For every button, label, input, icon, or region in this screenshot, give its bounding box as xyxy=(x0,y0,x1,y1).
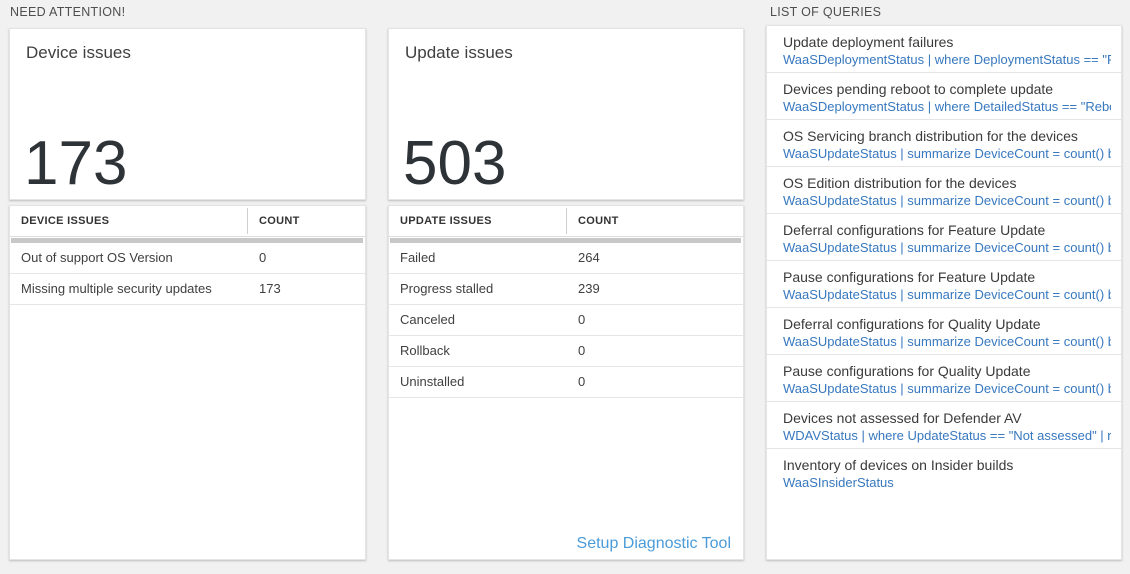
table-row[interactable]: Progress stalled 239 xyxy=(389,274,743,305)
query-item[interactable]: OS Servicing branch distribution for the… xyxy=(767,120,1121,167)
query-item[interactable]: Deferral configurations for Quality Upda… xyxy=(767,308,1121,355)
row-label: Out of support OS Version xyxy=(21,250,173,265)
query-title: Deferral configurations for Quality Upda… xyxy=(783,316,1041,332)
query-item[interactable]: Update deployment failures WaaSDeploymen… xyxy=(767,26,1121,73)
table-header-row: DEVICE ISSUES COUNT xyxy=(10,206,365,237)
table-row[interactable]: Failed 264 xyxy=(389,243,743,274)
table-row[interactable]: Uninstalled 0 xyxy=(389,367,743,398)
query-item[interactable]: Devices not assessed for Defender AV WDA… xyxy=(767,402,1121,449)
tile-title: Update issues xyxy=(405,43,513,62)
row-count: 264 xyxy=(578,250,600,265)
table-header-row: UPDATE ISSUES COUNT xyxy=(389,206,743,237)
query-text-link[interactable]: WaaSUpdateStatus | summarize DeviceCount… xyxy=(783,240,1111,255)
query-text-link[interactable]: WaaSUpdateStatus | summarize DeviceCount… xyxy=(783,287,1111,302)
row-count: 239 xyxy=(578,281,600,296)
table-row[interactable]: Canceled 0 xyxy=(389,305,743,336)
query-item[interactable]: Pause configurations for Quality Update … xyxy=(767,355,1121,402)
query-item[interactable]: Inventory of devices on Insider builds W… xyxy=(767,449,1121,496)
need-attention-heading: NEED ATTENTION! xyxy=(10,5,126,19)
query-title: Devices not assessed for Defender AV xyxy=(783,410,1022,426)
setup-diagnostic-tool-link[interactable]: Setup Diagnostic Tool xyxy=(576,535,731,552)
queries-panel: Update deployment failures WaaSDeploymen… xyxy=(766,25,1122,560)
horizontal-scrollbar[interactable] xyxy=(11,238,363,243)
query-item[interactable]: OS Edition distribution for the devices … xyxy=(767,167,1121,214)
table-row[interactable]: Rollback 0 xyxy=(389,336,743,367)
query-title: Inventory of devices on Insider builds xyxy=(783,457,1014,473)
query-item[interactable]: Pause configurations for Feature Update … xyxy=(767,261,1121,308)
row-label: Uninstalled xyxy=(400,374,465,389)
query-text-link[interactable]: WaaSUpdateStatus | summarize DeviceCount… xyxy=(783,146,1111,161)
query-text-link[interactable]: WaaSUpdateStatus | summarize DeviceCount… xyxy=(783,193,1111,208)
row-label: Canceled xyxy=(400,312,455,327)
column-header-device-issues: DEVICE ISSUES xyxy=(21,215,110,227)
row-count: 0 xyxy=(578,374,586,389)
update-issues-table: UPDATE ISSUES COUNT Failed 264 Progress … xyxy=(388,205,744,560)
table-row[interactable]: Out of support OS Version 0 xyxy=(10,243,365,274)
query-title: Pause configurations for Feature Update xyxy=(783,269,1036,285)
row-count: 0 xyxy=(578,343,586,358)
query-title: Deferral configurations for Feature Upda… xyxy=(783,222,1046,238)
table-row[interactable]: Missing multiple security updates 173 xyxy=(10,274,365,305)
list-of-queries-heading: LIST OF QUERIES xyxy=(770,5,882,19)
column-divider xyxy=(566,208,567,234)
row-label: Rollback xyxy=(400,343,450,358)
device-issues-table: DEVICE ISSUES COUNT Out of support OS Ve… xyxy=(9,205,366,560)
row-label: Missing multiple security updates xyxy=(21,281,212,296)
query-text-link[interactable]: WaaSUpdateStatus | summarize DeviceCount… xyxy=(783,334,1111,349)
query-title: OS Edition distribution for the devices xyxy=(783,175,1017,191)
query-title: Devices pending reboot to complete updat… xyxy=(783,81,1054,97)
query-title: Update deployment failures xyxy=(783,34,954,50)
tile-title: Device issues xyxy=(26,43,131,62)
query-text-link[interactable]: WaaSInsiderStatus xyxy=(783,475,894,490)
update-issues-tile[interactable]: Update issues 503 xyxy=(388,28,744,200)
row-count: 0 xyxy=(259,250,267,265)
row-count: 173 xyxy=(259,281,281,296)
query-title: OS Servicing branch distribution for the… xyxy=(783,128,1078,144)
query-text-link[interactable]: WaaSUpdateStatus | summarize DeviceCount… xyxy=(783,381,1111,396)
column-header-count: COUNT xyxy=(578,215,619,227)
row-label: Failed xyxy=(400,250,436,265)
device-issues-tile[interactable]: Device issues 173 xyxy=(9,28,366,200)
query-item[interactable]: Devices pending reboot to complete updat… xyxy=(767,73,1121,120)
horizontal-scrollbar[interactable] xyxy=(390,238,741,243)
column-divider xyxy=(247,208,248,234)
device-issues-count: 173 xyxy=(24,129,128,198)
query-text-link[interactable]: WaaSDeploymentStatus | where DeploymentS… xyxy=(783,52,1111,67)
row-count: 0 xyxy=(578,312,586,327)
row-label: Progress stalled xyxy=(400,281,494,296)
query-item[interactable]: Deferral configurations for Feature Upda… xyxy=(767,214,1121,261)
query-title: Pause configurations for Quality Update xyxy=(783,363,1031,379)
query-text-link[interactable]: WDAVStatus | where UpdateStatus == "Not … xyxy=(783,428,1111,443)
column-header-update-issues: UPDATE ISSUES xyxy=(400,215,492,227)
query-text-link[interactable]: WaaSDeploymentStatus | where DetailedSta… xyxy=(783,99,1111,114)
column-header-count: COUNT xyxy=(259,215,300,227)
update-issues-count: 503 xyxy=(403,129,507,198)
